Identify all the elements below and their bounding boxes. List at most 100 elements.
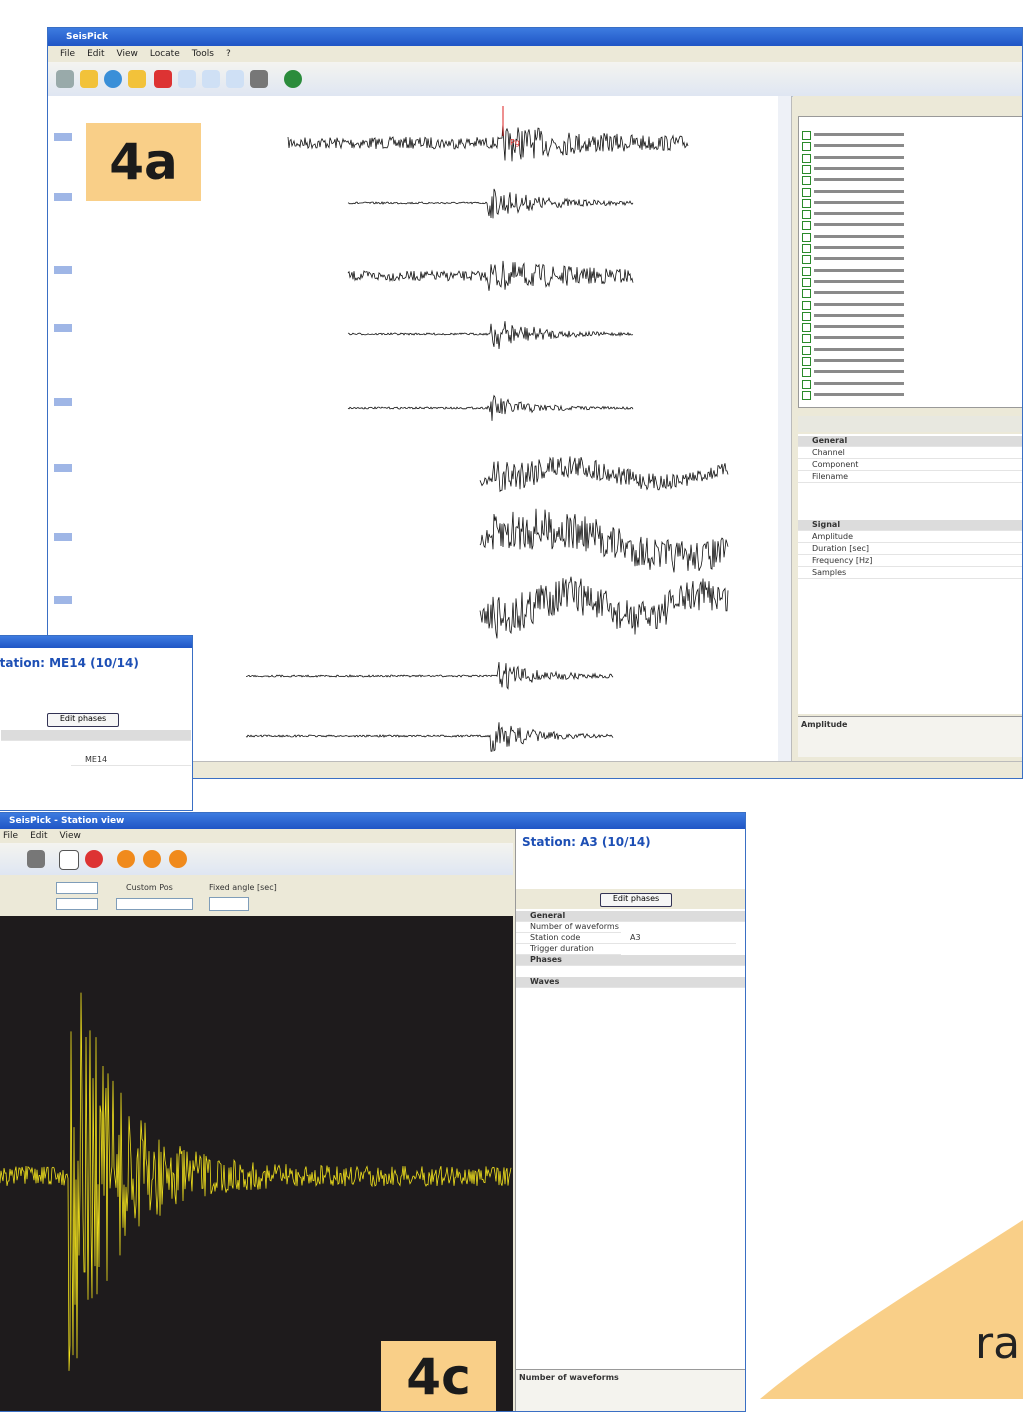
menu-item[interactable]: Edit [87,49,104,59]
tool-icon[interactable] [85,850,103,868]
window-title: SeisPick - Station view [9,816,124,826]
tool-icon[interactable] [202,70,220,88]
tool-icon[interactable] [178,70,196,88]
tool-icon[interactable] [59,850,79,870]
spinner[interactable] [209,897,249,911]
trace [0,993,511,1371]
station-row[interactable] [802,312,912,319]
options-bar: Custom Pos Fixed angle [sec] [0,875,513,916]
status-bar [48,761,1023,779]
station-row[interactable] [802,221,912,228]
station-row[interactable] [802,142,912,149]
tool-icon[interactable] [250,70,268,88]
station-row[interactable] [802,188,912,195]
tool-icon[interactable] [80,70,98,88]
tool-icon[interactable] [284,70,302,88]
trace-label [54,398,72,406]
corner-text: ra [975,1318,1020,1369]
station-row[interactable] [802,357,912,364]
trace [246,722,613,751]
menu-item[interactable]: ? [226,49,231,59]
text-field[interactable] [116,898,193,910]
tool-icon[interactable] [128,70,146,88]
station-row[interactable] [802,199,912,206]
station-row[interactable] [802,244,912,251]
station-row[interactable] [802,278,912,285]
waveform [0,916,513,1412]
trace [348,396,633,421]
description-title: Amplitude [798,717,1023,732]
dropdown[interactable] [56,882,98,894]
title-bar [0,636,192,648]
trace [348,321,633,349]
edit-phases-button[interactable]: Edit phases [600,893,672,907]
description: Amplitude [798,716,1023,757]
property-name: Component [798,460,1023,471]
property-name: Frequency [Hz] [798,556,1023,567]
menu-item[interactable]: View [117,49,138,59]
scrollbar[interactable] [778,96,791,761]
tool-icon[interactable] [27,850,45,868]
menu-item[interactable]: Tools [192,49,214,59]
trace [288,123,688,161]
tool-icon[interactable] [104,70,122,88]
station-row[interactable] [802,368,912,375]
figure-badge: 4c [381,1341,496,1412]
station-row[interactable] [802,176,912,183]
station-row[interactable] [802,233,912,240]
tool-icon[interactable] [56,70,74,88]
property-name: Amplitude [798,532,1023,543]
menu-item[interactable]: Locate [150,49,180,59]
title-bar: SeisPick [48,28,1022,46]
trace [480,577,728,639]
orange-arc [760,1220,1023,1399]
station-row[interactable] [802,391,912,398]
trace [348,261,633,291]
menu-item[interactable]: Edit [30,831,47,841]
property-name: Channel [798,448,1023,459]
station-row[interactable] [802,323,912,330]
phase-label: Pg [510,138,520,147]
station-row[interactable] [802,334,912,341]
waveform-plot [0,916,513,1412]
trace [348,189,633,218]
description-title: Number of waveforms [516,1370,746,1385]
tool-icon[interactable] [169,850,187,868]
window-title: SeisPick [66,32,108,42]
option-label: Fixed angle [sec] [209,883,277,892]
station-row[interactable] [802,255,912,262]
toolbar [0,843,513,876]
menu-item[interactable]: File [3,831,18,841]
dropdown[interactable] [56,898,98,910]
station-row[interactable] [802,289,912,296]
panel-title: Station: A3 (10/14) [522,835,651,849]
trace [480,509,728,573]
property-name: Station code [516,933,621,944]
station-dialog: Station: ME14 (10/14) Edit phases ME14 [0,635,193,811]
station-row[interactable] [802,154,912,161]
station-row[interactable] [802,210,912,217]
menu-item[interactable]: File [60,49,75,59]
property-name: Duration [sec] [798,544,1023,555]
station-row[interactable] [802,301,912,308]
page: SeisPick FileEditViewLocateTools? 4a Pg … [0,0,1023,1399]
menu-item[interactable]: View [60,831,81,841]
option-label[interactable]: Custom Pos [126,883,173,892]
tool-icon[interactable] [117,850,135,868]
tool-icon[interactable] [154,70,172,88]
group-row: General [516,911,746,922]
station-row[interactable] [802,346,912,353]
toolbar [48,62,1022,97]
station-row[interactable] [802,380,912,387]
station-row[interactable] [802,165,912,172]
trace [246,662,613,689]
station-row[interactable] [802,267,912,274]
edit-phases-button[interactable]: Edit phases [47,713,119,727]
station-row[interactable] [802,131,912,138]
property-name: Filename [798,472,1023,483]
tool-icon[interactable] [143,850,161,868]
tool-icon[interactable] [226,70,244,88]
group-row: General [798,436,1023,447]
